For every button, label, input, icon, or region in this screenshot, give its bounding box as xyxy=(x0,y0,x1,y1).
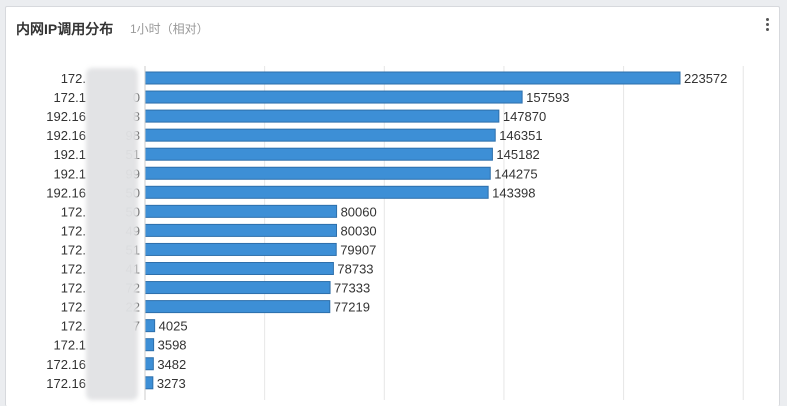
bar-0[interactable] xyxy=(144,71,681,85)
bar-10[interactable] xyxy=(144,262,334,275)
value-label-16: 3273 xyxy=(157,376,186,391)
bar-11[interactable] xyxy=(144,281,331,295)
bar-16[interactable] xyxy=(144,376,154,390)
category-label-11: 172. xyxy=(61,281,86,296)
bar-1[interactable] xyxy=(144,90,523,104)
value-label-8: 80030 xyxy=(341,223,377,238)
value-label-15: 3482 xyxy=(157,357,186,372)
value-label-4: 145182 xyxy=(496,147,539,162)
category-label-12: 172. xyxy=(61,300,86,315)
value-label-7: 80060 xyxy=(341,204,377,219)
bar-12[interactable] xyxy=(144,300,331,314)
bar-4[interactable] xyxy=(144,147,493,161)
category-label-6: 192.16 xyxy=(46,185,86,200)
bar-13[interactable] xyxy=(144,319,156,333)
value-label-9: 79907 xyxy=(340,242,376,257)
category-label-3: 192.16 xyxy=(46,128,86,143)
category-label-4: 192.1 xyxy=(53,147,86,162)
category-label-15: 172.16 xyxy=(46,357,86,372)
category-label-13: 172. xyxy=(61,319,86,334)
category-label-2: 192.16 xyxy=(46,109,86,124)
more-vertical-icon[interactable] xyxy=(763,16,771,34)
category-label-1: 172.1 xyxy=(53,90,86,105)
value-label-6: 143398 xyxy=(492,185,535,200)
value-label-3: 146351 xyxy=(499,128,542,143)
value-label-2: 147870 xyxy=(503,109,546,124)
category-label-8: 172. xyxy=(61,223,86,238)
bar-6[interactable] xyxy=(144,185,489,199)
category-label-7: 172. xyxy=(61,204,86,219)
panel-title: 内网IP调用分布 xyxy=(16,21,114,37)
category-label-14: 172.1 xyxy=(53,338,86,353)
bar-9[interactable] xyxy=(144,242,337,256)
bar-8[interactable] xyxy=(144,223,338,237)
value-label-11: 77333 xyxy=(334,281,370,296)
value-label-10: 78733 xyxy=(337,262,373,277)
category-label-16: 172.16 xyxy=(46,376,86,391)
value-label-12: 77219 xyxy=(334,300,370,315)
category-label-5: 192.1 xyxy=(53,166,86,181)
label-redaction-mask xyxy=(86,68,138,400)
category-label-10: 172. xyxy=(61,262,86,277)
value-label-5: 144275 xyxy=(494,166,537,181)
value-label-13: 4025 xyxy=(159,319,188,334)
bar-5[interactable] xyxy=(144,166,491,180)
category-label-9: 172. xyxy=(61,242,86,257)
category-label-0: 172. xyxy=(61,71,86,86)
value-label-0: 223572 xyxy=(684,71,727,86)
bar-3[interactable] xyxy=(144,128,496,142)
bar-7[interactable] xyxy=(144,204,338,218)
panel-subtitle: 1小时（相对） xyxy=(130,22,209,36)
bar-14[interactable] xyxy=(144,338,155,352)
value-label-1: 157593 xyxy=(526,90,569,105)
value-label-14: 3598 xyxy=(158,338,187,353)
bar-2[interactable] xyxy=(144,109,500,123)
bar-15[interactable] xyxy=(144,357,154,371)
